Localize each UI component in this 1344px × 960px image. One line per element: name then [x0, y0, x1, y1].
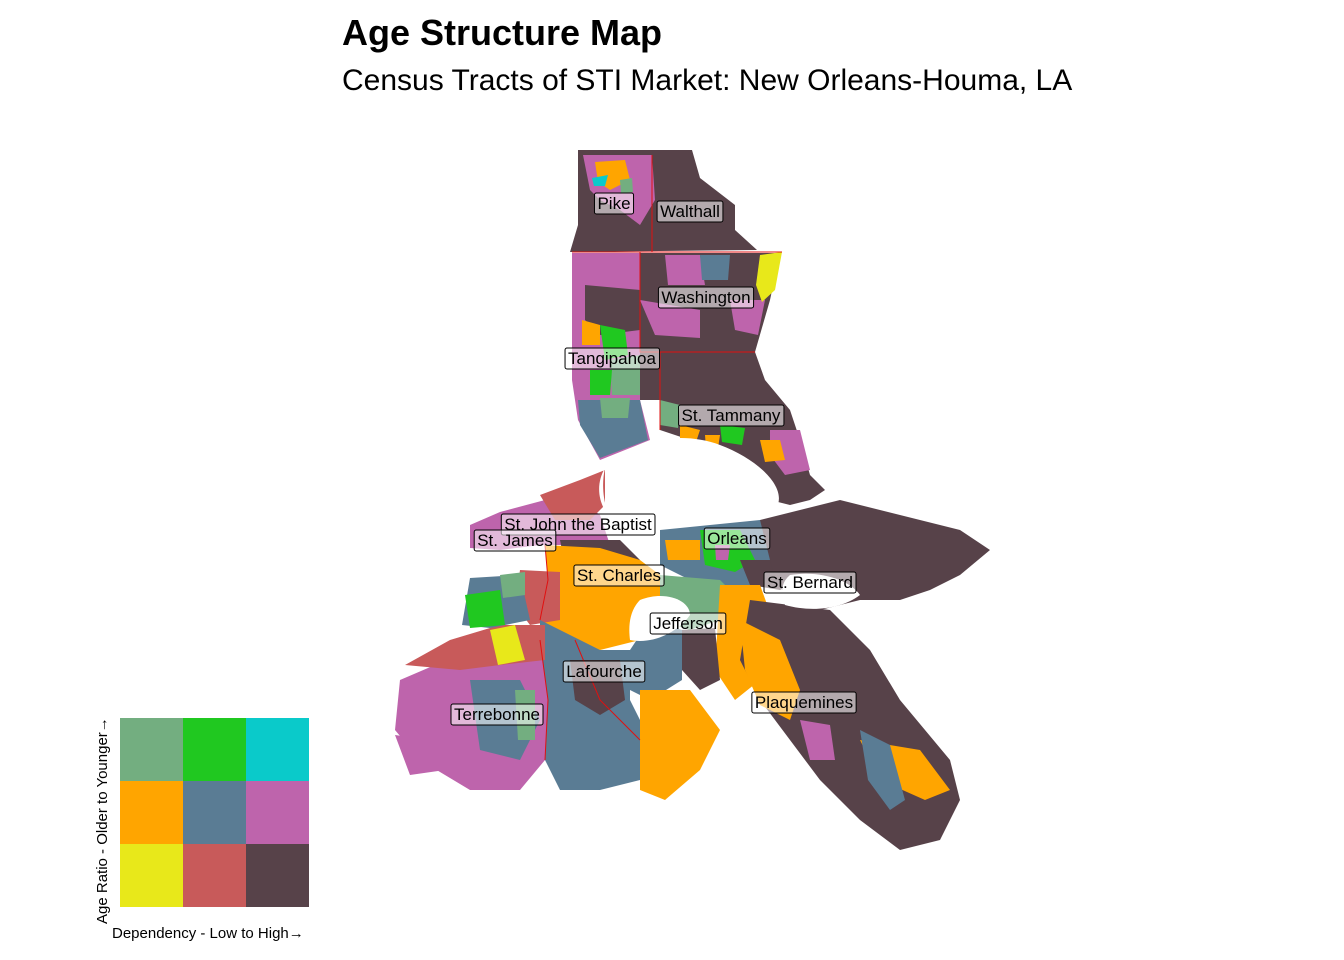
county-label-box [573, 564, 665, 587]
tract-region [500, 572, 525, 598]
tract-region [582, 320, 600, 345]
county-border [574, 639, 641, 741]
county-label-terrebonne: Terrebonne [450, 703, 544, 726]
bivariate-legend [120, 718, 309, 907]
tract-region [540, 470, 605, 520]
lake-maurepas [599, 468, 618, 530]
county-label-orleans: Orleans [703, 527, 771, 550]
county-label-box [450, 703, 544, 726]
legend-cell [120, 718, 183, 781]
legend-y-axis-label: Age Ratio - Older to Younger→ [94, 717, 111, 924]
tract-region [730, 300, 765, 335]
tract-region [860, 730, 905, 810]
county-labels: Pike Walthall Washington Tangipahoa St. Tamm… [450, 192, 857, 726]
county-label-box [763, 571, 857, 594]
legend-cell [183, 781, 246, 844]
county-label-text: St. John the Baptist [504, 515, 652, 534]
county-label-st-charles: St. Charles [573, 564, 665, 587]
county-label-st-tammany: St. Tammany [678, 404, 785, 427]
tract-region [590, 370, 612, 395]
county-label-text: St. Bernard [767, 573, 853, 592]
county-label-box [473, 529, 557, 552]
tract-region [620, 178, 633, 193]
legend-cell [183, 718, 246, 781]
county-label-pike: Pike [593, 192, 635, 215]
county-label-text: Walthall [660, 202, 720, 221]
tract-region [585, 285, 640, 335]
county-label-box [703, 527, 771, 550]
lake-pontchartrain [609, 438, 779, 532]
county-label-st-bernard: St. Bernard [763, 571, 857, 594]
county-label-st-james: St. James [473, 529, 557, 552]
legend-cell [246, 844, 309, 907]
county-label-box [751, 691, 857, 714]
legend-cell [183, 844, 246, 907]
tract-region [665, 255, 705, 285]
tract-region [465, 590, 505, 628]
county-label-text: Terrebonne [454, 705, 540, 724]
tract-region [665, 540, 700, 560]
tract-region [578, 400, 648, 458]
legend-cell [120, 781, 183, 844]
tract-region [760, 440, 785, 462]
county-label-text: Tangipahoa [568, 349, 656, 368]
tract-region [395, 735, 445, 775]
county-label-text: Washington [661, 288, 750, 307]
county-label-tangipahoa: Tangipahoa [564, 347, 660, 370]
tract-region [660, 400, 680, 428]
county-label-box [562, 660, 646, 683]
map-subtitle: Census Tracts of STI Market: New Orleans… [342, 64, 1073, 97]
county-label-box [657, 286, 755, 309]
tract-region [640, 300, 700, 338]
county-label-box [656, 200, 724, 223]
map-title: Age Structure Map [342, 12, 663, 53]
tract-region [700, 255, 730, 280]
tract-region [756, 252, 782, 302]
tract-region [680, 628, 720, 690]
county-label-washington: Washington [657, 286, 755, 309]
legend-cell [246, 781, 309, 844]
county-label-box [564, 347, 660, 370]
tract-region [720, 425, 745, 445]
county-label-lafourche: Lafourche [562, 660, 646, 683]
tract-region [490, 625, 525, 665]
tract-region [592, 175, 608, 186]
county-label-box [593, 192, 635, 215]
legend-cell [246, 718, 309, 781]
legend-cell [120, 844, 183, 907]
county-label-text: Pike [597, 194, 630, 213]
county-label-text: St. James [477, 531, 553, 550]
legend-x-axis-label: Dependency - Low to High→ [112, 925, 304, 942]
county-label-walthall: Walthall [656, 200, 724, 223]
tract-region [800, 720, 835, 760]
county-border [539, 639, 549, 761]
county-label-text: Orleans [707, 529, 767, 548]
county-label-box [678, 404, 785, 427]
tract-region [600, 398, 630, 418]
county-label-jefferson: Jefferson [649, 612, 727, 635]
county-borders [539, 155, 782, 761]
county-label-plaquemines: Plaquemines [751, 691, 857, 714]
county-label-text: St. Charles [577, 566, 661, 585]
county-label-box [649, 612, 727, 635]
county-label-text: Jefferson [653, 614, 723, 633]
county-border [539, 544, 549, 621]
county-label-text: Lafourche [566, 662, 642, 681]
county-label-text: St. Tammany [682, 406, 781, 425]
tract-region [640, 690, 720, 800]
county-label-text: Plaquemines [755, 693, 853, 712]
